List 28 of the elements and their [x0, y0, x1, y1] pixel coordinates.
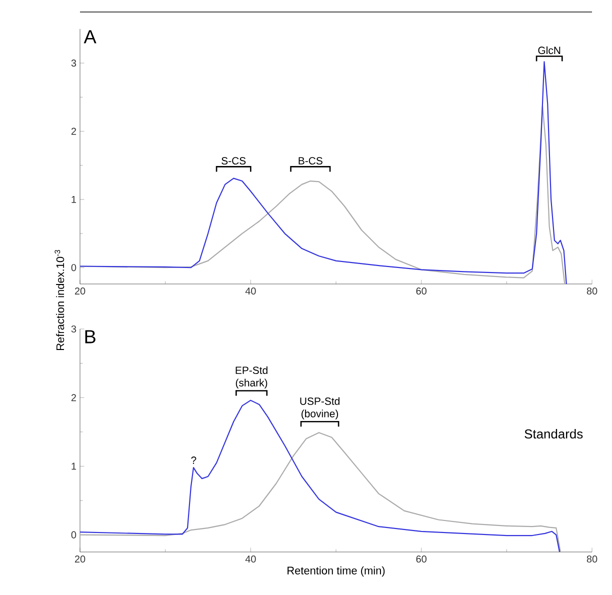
y-tick-label: 3 [71, 325, 76, 333]
x-tick-label: 80 [586, 288, 598, 295]
y-tick-label: 3 [71, 60, 76, 67]
y-tick-label: 0 [71, 531, 76, 538]
y-tick-label: 1 [72, 196, 76, 203]
x-axis-title: Retention time (min) [288, 566, 385, 577]
x-tick-label: 20 [74, 556, 86, 563]
x-tick-label: 60 [416, 288, 426, 295]
y-tick-label: 2 [71, 128, 76, 135]
y-tick-label: 0 [71, 264, 76, 272]
y-tick-label: 2 [71, 394, 76, 402]
annotation: B-CS [298, 157, 322, 165]
annotation: S-CS [222, 157, 246, 165]
line-series [80, 61, 567, 284]
x-tick-label: 60 [416, 556, 426, 563]
x-tick-label: 40 [245, 288, 256, 295]
x-tick-label: 40 [245, 556, 256, 563]
annotation: GlcN [538, 46, 560, 54]
y-axis-title: Refraction index.10$^{-3}$ [54, 250, 64, 350]
annotation: USP-Std (bovine) [300, 397, 340, 420]
chart-title: B [85, 330, 96, 344]
annotation: ? [191, 456, 196, 464]
x-tick-label: 80 [586, 556, 598, 563]
annotation: EP-Std (shark) [236, 366, 268, 389]
y-tick-label: 1 [72, 462, 76, 470]
chart-title: A [84, 30, 96, 44]
annotation: Standards [524, 429, 583, 439]
x-tick-label: 20 [74, 288, 86, 295]
